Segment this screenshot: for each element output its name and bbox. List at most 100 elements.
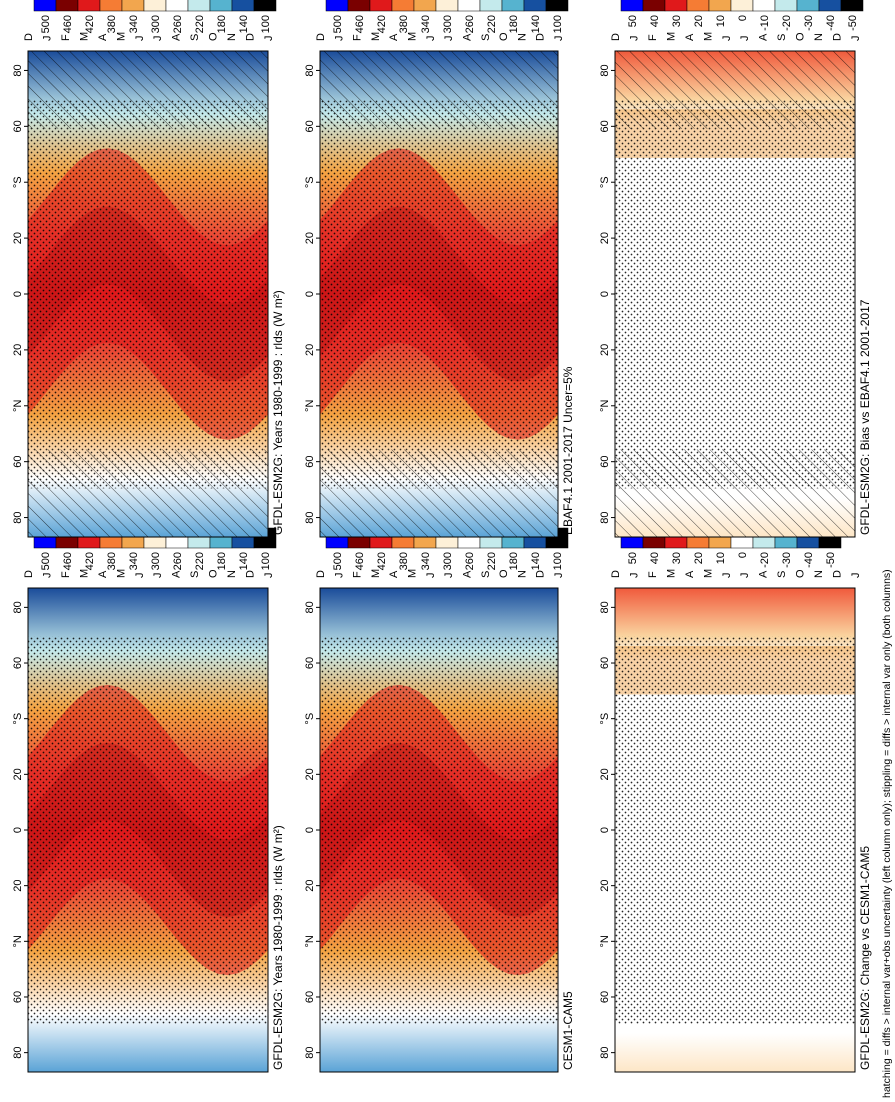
colorbar-label: 340 — [420, 552, 432, 570]
colorbar-label: 500 — [40, 15, 52, 33]
month-label: N — [226, 570, 238, 578]
colorbar-swatch — [253, 0, 277, 12]
colorbar-label: 220 — [486, 552, 498, 570]
colorbar-label: 0 — [737, 552, 749, 558]
month-label: M — [407, 32, 419, 41]
colorbar-label: 380 — [398, 15, 410, 33]
month-label: J — [628, 573, 640, 579]
month-label: A — [461, 33, 473, 41]
y-tick-label: 80 — [599, 64, 611, 76]
colorbar-swatch — [479, 0, 503, 12]
month-label: F — [647, 571, 659, 578]
y-tick-label: 80 — [599, 511, 611, 523]
colorbar-label: 180 — [216, 15, 228, 33]
colorbar-label: 460 — [354, 15, 366, 33]
colorbar-label: 300 — [442, 552, 454, 570]
month-label: D — [610, 33, 622, 41]
y-tick-label: °S — [599, 176, 611, 188]
colorbar-label: 30 — [671, 15, 683, 27]
y-tick-label: 20 — [304, 768, 316, 780]
y-tick-label: 20 — [12, 344, 24, 356]
month-label: D — [23, 570, 35, 578]
month-label: O — [795, 569, 807, 578]
y-tick-label: 0 — [12, 291, 24, 297]
colorbar-swatch — [435, 0, 459, 12]
month-label: O — [208, 32, 220, 41]
colorbar-label: 50 — [627, 15, 639, 27]
y-tick-label: 20 — [304, 880, 316, 892]
hatching — [615, 449, 855, 537]
colorbar-label: -20 — [781, 15, 793, 31]
month-label: N — [516, 33, 528, 41]
colorbar-label: -40 — [803, 552, 815, 568]
colorbar-label: 50 — [627, 552, 639, 564]
y-tick-label: 20 — [599, 880, 611, 892]
footnote: hatching = diffs > internal var+obs unce… — [881, 569, 893, 1098]
month-label: M — [78, 32, 90, 41]
colorbar-label: 0 — [737, 15, 749, 21]
y-tick-label: 60 — [304, 657, 316, 669]
colorbar-swatch — [840, 0, 864, 12]
colorbar-swatch — [523, 0, 547, 12]
y-tick-label: °N — [304, 935, 316, 947]
month-label: J — [333, 573, 345, 579]
y-tick-label: 20 — [12, 768, 24, 780]
colorbar-swatch — [686, 0, 710, 12]
y-tick-label: 60 — [304, 456, 316, 468]
y-tick-label: 20 — [599, 768, 611, 780]
colorbar-swatch — [730, 0, 754, 12]
y-tick-label: 80 — [304, 64, 316, 76]
y-tick-label: 80 — [12, 511, 24, 523]
month-label: N — [813, 570, 825, 578]
colorbar-label: -20 — [759, 552, 771, 568]
stippling — [615, 636, 855, 1024]
month-label: A — [97, 33, 109, 41]
colorbar-label: 340 — [128, 552, 140, 570]
month-label: D — [23, 33, 35, 41]
colorbar-label: 220 — [486, 15, 498, 33]
colorbar-label: 30 — [671, 552, 683, 564]
hatching — [28, 449, 268, 537]
month-label: F — [647, 34, 659, 41]
month-label: M — [115, 569, 127, 578]
colorbar-label: 10 — [715, 552, 727, 564]
month-label: J — [739, 36, 751, 42]
month-label: J — [443, 36, 455, 42]
colorbar-label: 300 — [442, 15, 454, 33]
month-label: A — [171, 33, 183, 41]
colorbar-label: 40 — [649, 15, 661, 27]
month-label: N — [813, 33, 825, 41]
y-tick-label: °S — [304, 176, 316, 188]
y-tick-label: °N — [599, 400, 611, 412]
colorbar-label: 460 — [62, 552, 74, 570]
colorbar-label: 300 — [150, 15, 162, 33]
colorbar-swatch — [708, 0, 732, 12]
month-label: D — [832, 570, 844, 578]
month-label: J — [850, 573, 862, 579]
colorbar-swatch — [752, 0, 776, 12]
month-label: D — [245, 33, 257, 41]
colorbar-label: 340 — [128, 15, 140, 33]
y-tick-label: °S — [12, 176, 24, 188]
month-label: J — [850, 36, 862, 42]
stippling — [320, 636, 558, 1024]
month-label: J — [739, 573, 751, 579]
month-label: J — [333, 36, 345, 42]
colorbar-label: 420 — [84, 552, 96, 570]
y-tick-label: °N — [12, 935, 24, 947]
month-label: J — [425, 36, 437, 42]
y-tick-label: 60 — [12, 456, 24, 468]
month-label: O — [498, 32, 510, 41]
month-label: F — [60, 34, 72, 41]
y-tick-label: 0 — [599, 291, 611, 297]
colorbar-swatch — [231, 0, 255, 12]
colorbar-swatch — [325, 0, 349, 12]
month-label: O — [795, 32, 807, 41]
month-label: M — [702, 32, 714, 41]
month-label: A — [461, 570, 473, 578]
colorbar-label: -50 — [847, 15, 859, 31]
colorbar-label: 180 — [216, 552, 228, 570]
panel-title: GFDL-ESM2G: Years 1980-1999 : rlds (W m²… — [271, 290, 285, 535]
